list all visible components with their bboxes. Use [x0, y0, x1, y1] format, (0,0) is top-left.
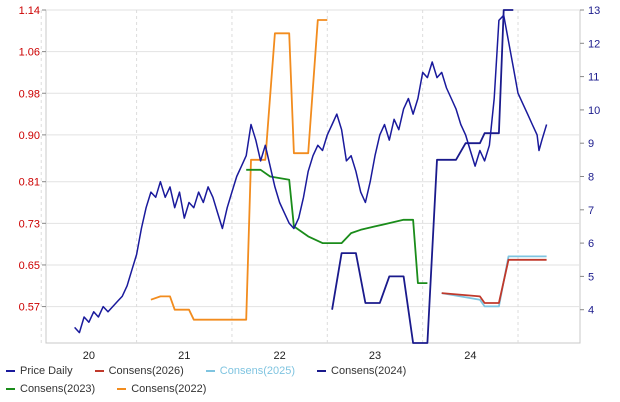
series-layer	[74, 9, 548, 344]
left-tick-label: 0.81	[19, 177, 40, 189]
legend-swatch	[6, 370, 15, 372]
legend-label: Consens(2024)	[331, 365, 407, 377]
legend-label: Consens(2022)	[131, 383, 207, 395]
x-tick-label: 22	[274, 350, 286, 362]
legend-swatch	[317, 370, 327, 372]
left-axis: 1.14 1.06 0.98 0.90 0.81 0.73 0.65 0.57	[19, 5, 46, 314]
series-line-consens-2026	[441, 258, 547, 304]
series-line-consens-2022	[150, 19, 328, 321]
legend-label: Consens(2025)	[219, 365, 296, 377]
right-tick-label: 4	[588, 305, 594, 317]
legend-label: Price Daily	[20, 365, 73, 377]
series-line-consens-2025	[441, 255, 547, 308]
legend-item-consens-2023: Consens(2023)	[6, 383, 95, 395]
legend-swatch	[6, 388, 15, 390]
x-axis: 20 21 22 23 24	[83, 350, 477, 362]
legend-swatch	[94, 370, 104, 372]
legend-item-consens-2022: Consens(2022)	[117, 383, 206, 395]
series-line-consens-2023	[246, 168, 428, 284]
right-tick-label: 12	[588, 38, 600, 50]
left-tick-label: 1.14	[19, 5, 40, 17]
right-tick-label: 6	[588, 238, 594, 250]
right-tick-label: 9	[588, 138, 594, 150]
left-tick-label: 1.06	[19, 47, 40, 59]
right-tick-label: 11	[588, 72, 599, 84]
legend-item-price-daily: Price Daily	[6, 365, 73, 377]
plot-area	[45, 9, 581, 344]
x-tick-label: 20	[83, 350, 95, 362]
right-tick-label: 13	[588, 5, 600, 17]
legend-label: Consens(2023)	[20, 383, 96, 395]
right-tick-label: 7	[588, 205, 594, 217]
left-tick-label: 0.73	[19, 218, 40, 230]
series-line-price-daily	[74, 14, 548, 334]
x-tick-label: 24	[464, 350, 476, 362]
left-tick-label: 0.90	[19, 130, 40, 142]
x-tick-label: 21	[178, 350, 190, 362]
left-tick-label: 0.57	[19, 302, 40, 314]
right-axis: 13 12 11 10 9 8 7 6 5 4	[580, 5, 600, 317]
series-line-consens-2024	[331, 9, 514, 344]
left-tick-label: 0.65	[19, 260, 40, 272]
right-tick-label: 8	[588, 172, 594, 184]
right-tick-label: 5	[588, 271, 594, 283]
legend-item-consens-2025: Consens(2025)	[205, 365, 296, 377]
legend-swatch	[205, 370, 215, 372]
right-tick-label: 10	[588, 105, 600, 117]
legend-label: Consens(2026)	[108, 365, 184, 377]
legend-item-consens-2026: Consens(2026)	[94, 365, 184, 377]
legend: Price Daily Consens(2026) Consens(2025) …	[6, 362, 614, 398]
left-tick-label: 0.98	[19, 88, 40, 100]
legend-swatch	[117, 388, 127, 390]
legend-item-consens-2024: Consens(2024)	[317, 365, 406, 377]
grid	[40, 9, 580, 343]
x-tick-label: 23	[369, 350, 381, 362]
